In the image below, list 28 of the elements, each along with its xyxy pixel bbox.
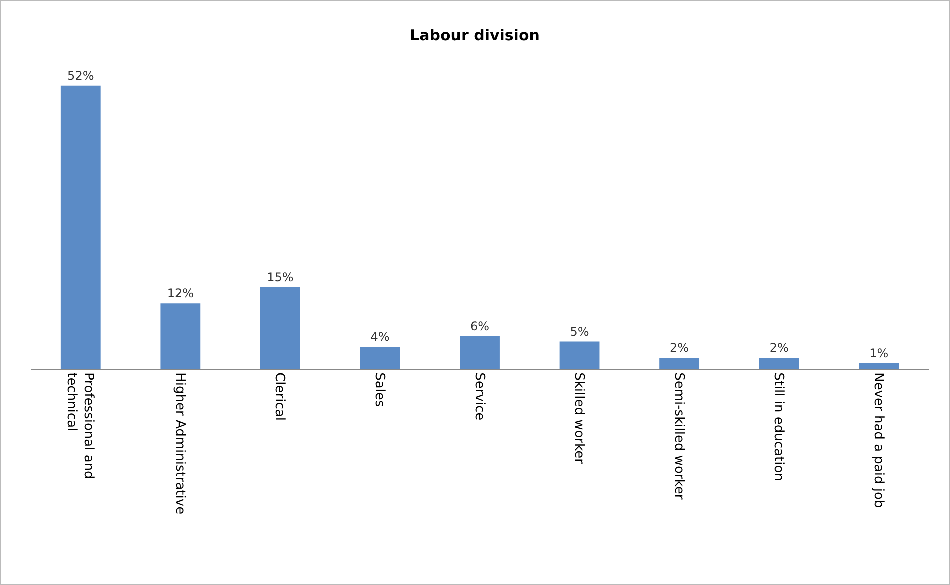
bar <box>160 304 201 369</box>
data-label: 15% <box>267 270 294 284</box>
data-label: 5% <box>570 324 590 339</box>
x-tick-label: Professional and technical <box>64 372 96 480</box>
bar <box>260 287 300 369</box>
data-label: 52% <box>68 68 94 83</box>
data-label: 2% <box>770 341 789 356</box>
x-tick-label: Never had a paid job <box>870 372 886 508</box>
x-tick-label: Semi-skilled worker <box>671 372 686 500</box>
x-tick-label: Still in education <box>771 372 786 482</box>
bar <box>759 358 800 369</box>
x-tick-label: Clerical <box>272 372 288 421</box>
bar <box>460 336 500 369</box>
bar <box>60 86 101 369</box>
x-tick-label: Service <box>472 372 487 421</box>
data-label: 2% <box>670 341 690 356</box>
data-label: 12% <box>167 286 194 301</box>
x-tick-label: Skilled worker <box>572 372 587 465</box>
bar <box>360 347 400 369</box>
bar <box>660 358 700 369</box>
data-label: 1% <box>870 346 889 361</box>
x-tick-label: Sales <box>372 372 387 408</box>
x-tick-label: Higher Administrative <box>172 372 188 515</box>
bar <box>560 342 600 369</box>
chart-title: Labour division <box>410 26 540 45</box>
data-label: 4% <box>370 330 390 344</box>
bar <box>859 364 900 369</box>
data-label: 6% <box>470 319 490 334</box>
